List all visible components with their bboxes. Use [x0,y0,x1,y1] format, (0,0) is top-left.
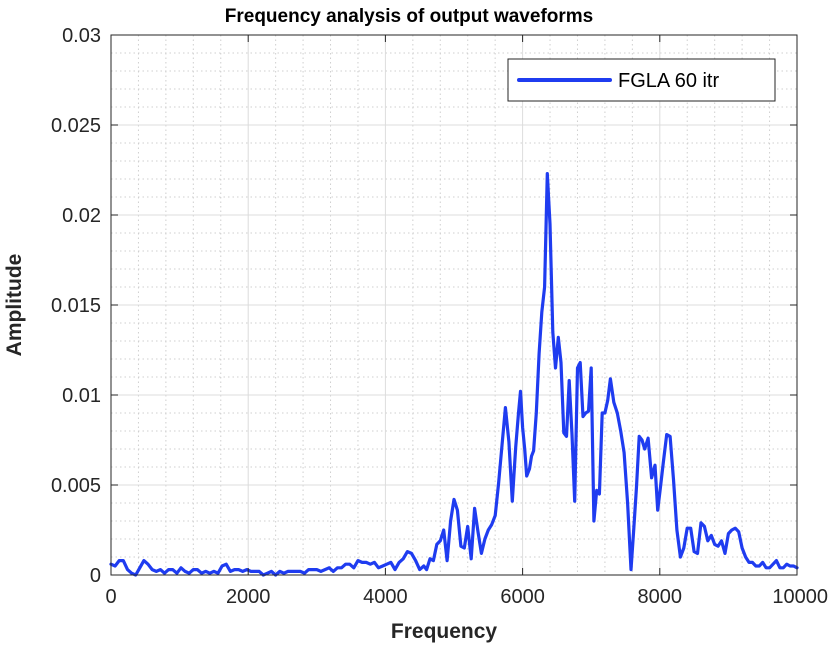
chart-title: Frequency analysis of output waveforms [225,6,593,27]
y-tick-label: 0 [90,565,101,587]
x-tick-label: 4000 [363,586,408,608]
legend: FGLA 60 itr [507,58,776,102]
y-tick-label: 0.025 [51,115,101,137]
y-axis-label: Amplitude [3,254,26,357]
x-tick-label: 10000 [772,586,828,608]
plot-area [109,172,799,577]
x-tick-label: 0 [105,586,116,608]
major-grid [111,35,797,575]
y-tick-label: 0.03 [62,25,101,47]
x-tick-label: 8000 [638,586,683,608]
axis-ticks [110,34,798,576]
y-tick-label: 0.02 [62,205,101,227]
y-tick-labels: 0 0.005 0.01 0.015 0.02 0.025 0.03 [51,25,101,587]
y-tick-label: 0.01 [62,385,101,407]
x-axis-label: Frequency [391,620,498,643]
series-line [109,172,799,577]
x-tick-label: 6000 [500,586,545,608]
y-tick-label: 0.005 [51,475,101,497]
x-tick-label: 2000 [226,586,271,608]
x-tick-labels: 0 2000 4000 6000 8000 10000 [105,586,828,608]
y-tick-label: 0.015 [51,295,101,317]
legend-label: FGLA 60 itr [618,70,719,92]
